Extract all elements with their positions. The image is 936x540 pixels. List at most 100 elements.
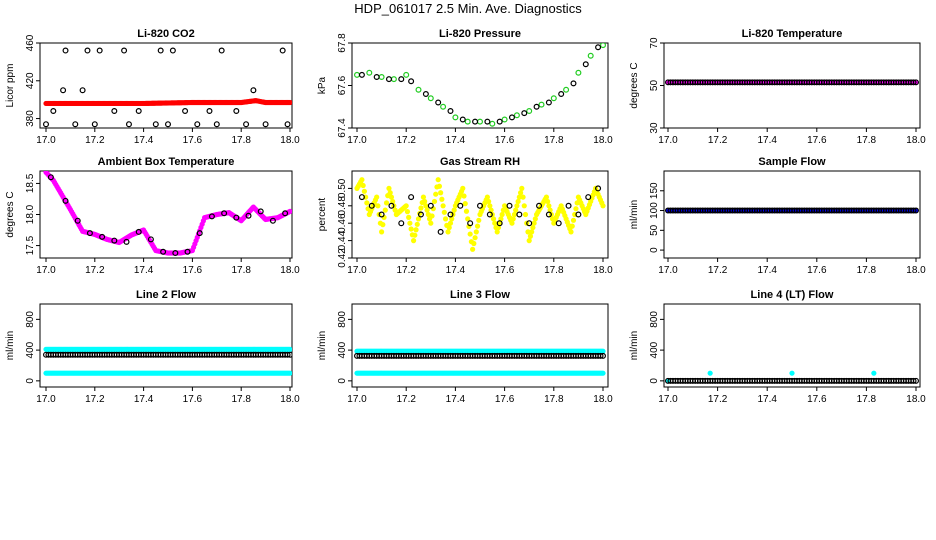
data-point — [597, 352, 604, 359]
data-point — [422, 198, 428, 205]
y-tick-label: 0.42 — [337, 248, 348, 268]
data-point — [125, 121, 132, 128]
data-point — [86, 230, 93, 237]
data-point — [570, 217, 577, 223]
data-point — [508, 114, 515, 121]
data-point — [388, 194, 395, 200]
data-series — [358, 185, 602, 235]
page-title: HDP_061017 2.5 Min. Ave. Diagnostics — [354, 1, 582, 16]
data-point — [506, 202, 513, 209]
data-series — [354, 370, 606, 376]
data-point — [529, 229, 535, 235]
data-point — [250, 87, 257, 94]
data-point — [497, 220, 503, 226]
data-series — [664, 377, 919, 384]
x-tick-label: 17.0 — [658, 265, 678, 276]
data-point — [545, 99, 552, 106]
data-point — [446, 224, 452, 231]
data-point — [527, 233, 534, 239]
data-point — [447, 107, 454, 114]
x-tick-label: 17.2 — [396, 135, 416, 146]
data-point — [380, 222, 386, 228]
data-point — [600, 203, 606, 209]
y-tick-label: 0.44 — [337, 230, 348, 250]
data-series — [42, 47, 291, 128]
data-point — [585, 194, 592, 201]
data-point — [208, 213, 215, 220]
x-tick-label: 17.2 — [85, 394, 105, 405]
data-point — [573, 206, 579, 212]
chart-title: Li-820 Pressure — [439, 28, 521, 40]
x-tick-label: 18.0 — [593, 265, 613, 276]
x-tick-label: 17.2 — [396, 265, 416, 276]
data-point — [418, 205, 424, 211]
data-point — [472, 235, 478, 241]
data-point — [407, 220, 413, 226]
x-tick-label: 18.0 — [280, 265, 300, 276]
y-tick-label: 460 — [25, 34, 36, 51]
x-tick-label: 17.2 — [708, 135, 728, 146]
data-point — [414, 221, 420, 227]
data-point — [445, 229, 451, 235]
y-tick-label: 400 — [337, 341, 348, 358]
data-point — [474, 223, 481, 229]
data-series — [43, 98, 292, 107]
data-point — [378, 73, 385, 80]
data-point — [374, 194, 380, 200]
data-point — [517, 190, 524, 196]
data-point — [526, 238, 532, 244]
data-point — [600, 348, 606, 354]
data-series — [354, 177, 606, 252]
x-tick-label: 17.6 — [183, 394, 203, 405]
data-point — [398, 220, 405, 227]
x-tick-label: 17.4 — [757, 265, 777, 276]
data-point — [461, 193, 467, 199]
data-point — [408, 78, 415, 85]
plot-frame — [351, 42, 609, 129]
y-tick-label: 800 — [337, 311, 348, 328]
x-tick-label: 17.4 — [757, 135, 777, 146]
data-point — [366, 69, 373, 76]
x-tick-label: 17.4 — [134, 135, 154, 146]
y-axis-label: kPa — [317, 76, 328, 94]
data-point — [284, 351, 291, 358]
data-point — [390, 198, 396, 205]
data-point — [438, 190, 444, 196]
x-tick-label: 17.8 — [857, 265, 877, 276]
data-point — [428, 220, 434, 226]
data-point — [521, 110, 528, 117]
data-point — [165, 121, 172, 128]
data-point — [465, 216, 471, 222]
data-point — [441, 209, 447, 215]
chart-panel: Line 4 (LT) Flow 17.0 17.2 17.4 17.6 17.8 18.0… — [629, 289, 926, 405]
data-point — [871, 370, 877, 376]
x-tick-label: 17.4 — [446, 265, 466, 276]
data-point — [373, 73, 380, 80]
y-tick-label: 800 — [25, 311, 36, 328]
plot-frame — [39, 42, 293, 129]
data-series — [358, 44, 602, 125]
x-tick-label: 17.4 — [134, 394, 154, 405]
x-tick-label: 17.8 — [857, 394, 877, 405]
y-tick-label: 400 — [25, 341, 36, 358]
x-tick-label: 18.0 — [593, 394, 613, 405]
y-tick-label: 100 — [649, 202, 660, 219]
data-point — [510, 216, 516, 222]
data-point — [471, 240, 477, 247]
data-series — [354, 352, 606, 359]
x-tick-label: 17.8 — [544, 394, 564, 405]
y-tick-label: 0.46 — [337, 213, 348, 233]
data-point — [912, 377, 919, 384]
x-tick-label: 17.8 — [857, 135, 877, 146]
data-point — [516, 211, 523, 218]
x-tick-label: 17.6 — [807, 394, 827, 405]
data-point — [521, 203, 527, 209]
data-point — [514, 203, 520, 209]
data-point — [386, 185, 392, 191]
x-tick-label: 17.2 — [708, 394, 728, 405]
data-point — [182, 107, 189, 114]
data-point — [470, 246, 476, 252]
x-tick-label: 18.0 — [906, 265, 926, 276]
data-point — [233, 107, 240, 114]
